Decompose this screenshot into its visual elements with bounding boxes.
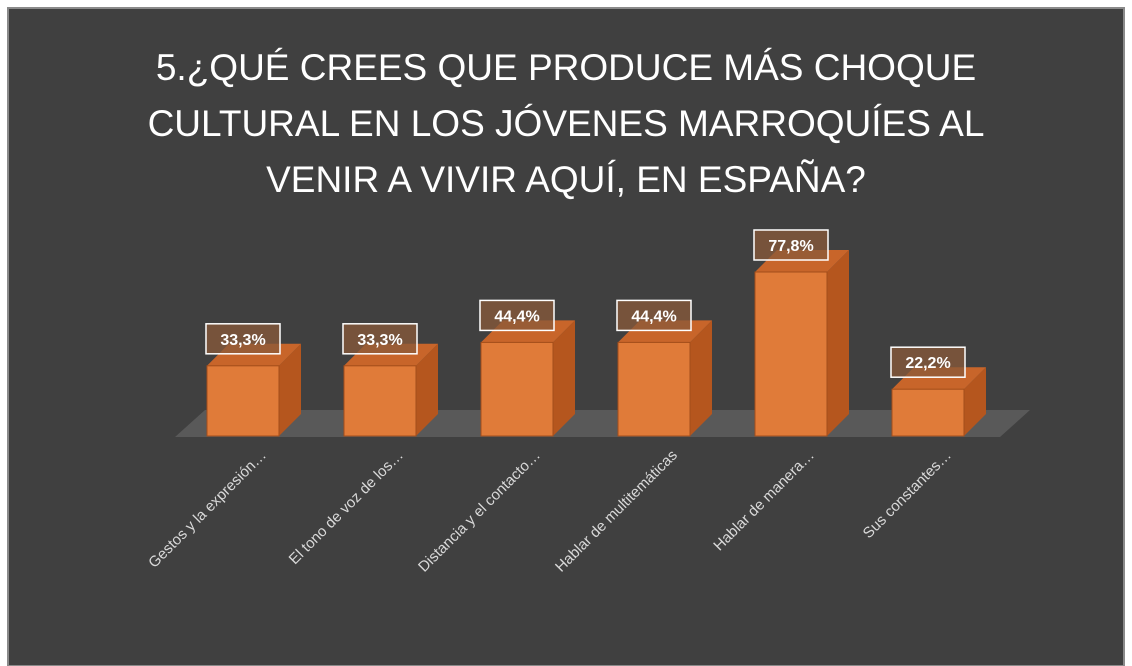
value-label: 33,3% xyxy=(220,332,265,349)
value-label-box xyxy=(342,323,418,355)
value-label: 33,3% xyxy=(357,332,402,349)
value-label-box xyxy=(616,299,692,332)
bar xyxy=(617,320,712,437)
chart-title: 5.¿QUÉ CREES QUE PRODUCE MÁS CHOQUE CULT… xyxy=(147,47,985,200)
value-label-box xyxy=(479,299,555,332)
bar xyxy=(206,343,301,437)
bar-side xyxy=(690,320,712,436)
bar-front xyxy=(343,365,417,437)
bar-side xyxy=(553,320,575,436)
value-label-box xyxy=(205,323,281,355)
bar-side xyxy=(279,343,301,436)
bar xyxy=(480,320,575,437)
value-label: 44,4% xyxy=(494,308,539,325)
bar-side xyxy=(416,343,438,436)
bar xyxy=(343,343,438,437)
bar xyxy=(891,367,986,437)
bar-side xyxy=(964,367,986,436)
value-label: 22,2% xyxy=(905,355,950,372)
value-label: 77,8% xyxy=(768,238,813,255)
value-label-box xyxy=(753,229,829,261)
bar-front xyxy=(891,388,965,437)
bar-front xyxy=(480,341,554,437)
bar xyxy=(754,250,849,437)
bar-front xyxy=(617,341,691,437)
bar-front xyxy=(206,365,280,437)
value-label: 44,4% xyxy=(631,308,676,325)
value-label-box xyxy=(890,346,966,378)
bar-front xyxy=(754,271,828,437)
bar-side xyxy=(827,250,849,436)
